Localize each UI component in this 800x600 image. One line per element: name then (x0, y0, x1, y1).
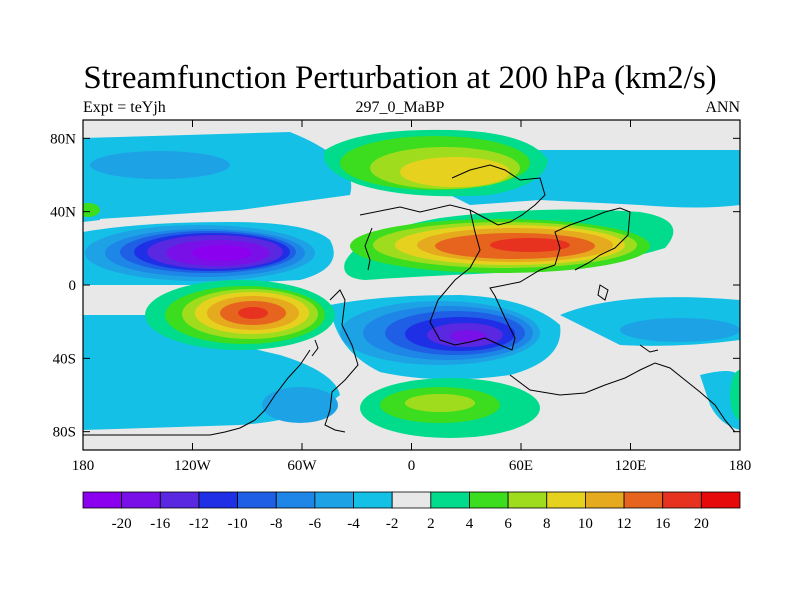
colorbar-box (469, 491, 509, 509)
colorbar-label: -4 (347, 516, 360, 532)
experiment-label: Expt = teYjh (83, 99, 166, 116)
contour-level--4 (90, 151, 230, 179)
colorbar-box (546, 491, 586, 509)
colorbar-label: -12 (189, 516, 209, 532)
colorbar-label: -8 (270, 516, 283, 532)
colorbar-label: 12 (617, 516, 632, 532)
time-period-label: 297_0_MaBP (355, 99, 445, 116)
colorbar-box (353, 491, 393, 509)
colorbar-label: 8 (543, 516, 551, 532)
contour-level-8 (400, 157, 510, 187)
x-tick-label: 60E (509, 458, 533, 474)
colorbar-box (662, 491, 702, 509)
colorbar-label: 6 (504, 516, 512, 532)
contour-level--20 (192, 245, 252, 261)
colorbar: -20 -16 -12 -10 -8 -6 -4 -2 2 4 6 8 10 12 16 20 (82, 491, 741, 532)
x-tick-label: 0 (408, 458, 416, 474)
colorbar-box (700, 491, 741, 509)
contour-fills (83, 129, 740, 438)
x-axis: 180 120W 60W 0 60E 120E 180 (72, 120, 752, 474)
colorbar-box (430, 491, 470, 509)
colorbar-box (198, 491, 238, 509)
colorbar-label: -20 (112, 516, 132, 532)
y-tick-label: 80N (50, 131, 76, 147)
colorbar-label: -2 (386, 516, 399, 532)
y-tick-label: 40S (53, 351, 76, 367)
colorbar-box (507, 491, 548, 509)
chart-title: Streamfunction Perturbation at 200 hPa (… (83, 60, 717, 96)
colorbar-label: 20 (694, 516, 709, 532)
colorbar-box (275, 491, 316, 509)
contour-level-2 (83, 203, 100, 217)
x-tick-label: 180 (72, 458, 95, 474)
colorbar-label: 2 (427, 516, 435, 532)
colorbar-label: 10 (578, 516, 593, 532)
y-tick-label: 0 (69, 278, 77, 294)
y-tick-label: 80S (53, 425, 76, 441)
contour-level-16 (238, 307, 268, 319)
contour-level-2 (730, 370, 740, 420)
colorbar-box (623, 491, 664, 509)
colorbar-box (82, 491, 123, 509)
y-tick-label: 40N (50, 205, 76, 221)
x-tick-label: 60W (287, 458, 317, 474)
contour-level-16 (490, 238, 570, 252)
colorbar-label: 4 (466, 516, 474, 532)
colorbar-box (585, 491, 625, 509)
colorbar-box (314, 491, 354, 509)
x-tick-label: 120E (615, 458, 647, 474)
colorbar-label: 16 (655, 516, 671, 532)
contour-level--16 (450, 330, 486, 342)
contour-level-6 (405, 394, 475, 412)
x-tick-label: 120W (174, 458, 212, 474)
y-axis: 80N 40N 0 40S 80S (50, 131, 740, 441)
colorbar-label: -6 (309, 516, 322, 532)
colorbar-box (121, 491, 161, 509)
colorbar-box (159, 491, 200, 509)
colorbar-box (237, 491, 277, 509)
contour-level--4 (620, 318, 740, 342)
contour-level--4 (262, 387, 338, 423)
contour-level--2 (700, 371, 740, 430)
x-tick-label: 180 (729, 458, 752, 474)
season-label: ANN (705, 99, 740, 116)
colorbar-label: -16 (150, 516, 170, 532)
colorbar-label: -10 (228, 516, 248, 532)
colorbar-box (391, 491, 432, 509)
coastlines (83, 164, 736, 436)
